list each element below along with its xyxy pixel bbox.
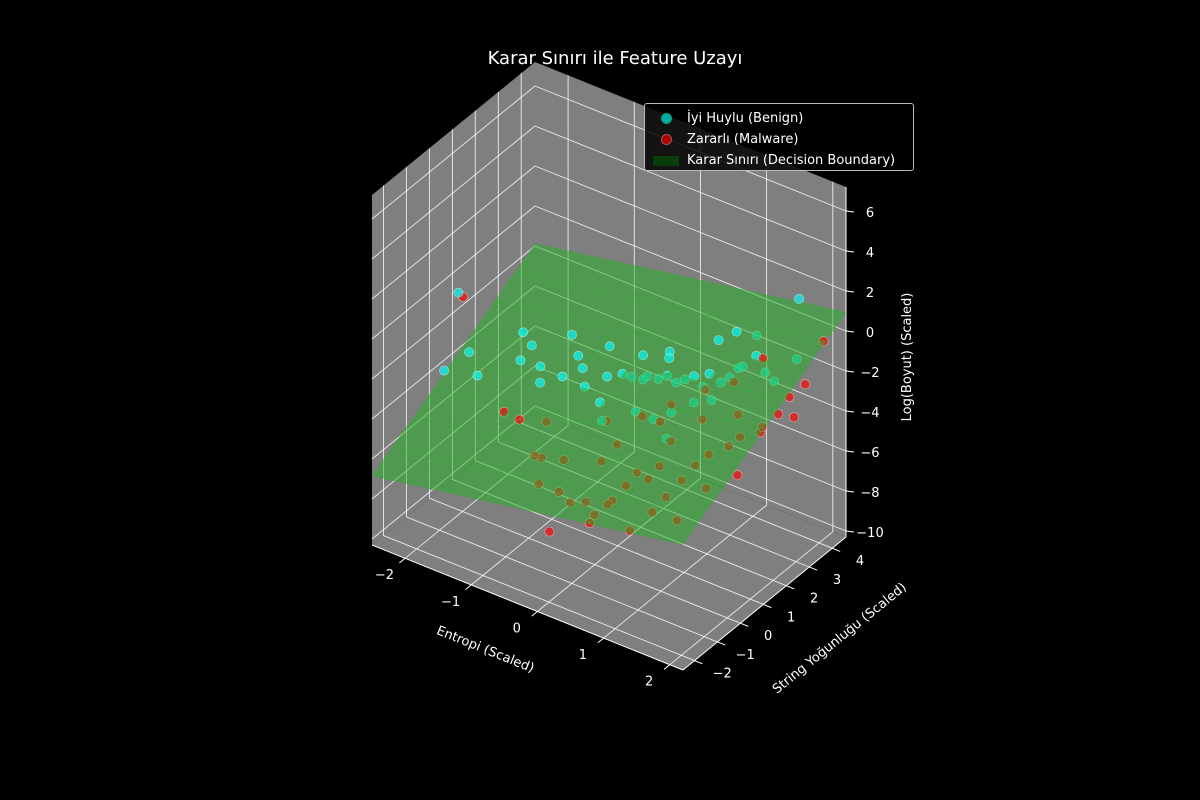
benign-point bbox=[604, 341, 615, 352]
y-tick-label: −1 bbox=[736, 648, 755, 663]
axis-line bbox=[371, 544, 684, 671]
z-tick-label: 4 bbox=[866, 246, 874, 261]
chart-title: Karar Sınırı ile Feature Uzayı bbox=[487, 48, 743, 69]
y-tick-mark bbox=[740, 622, 749, 627]
z-tick-label: −8 bbox=[860, 486, 879, 501]
malware-point bbox=[514, 414, 525, 425]
legend-item-boundary: Karar Sınırı (Decision Boundary) bbox=[645, 150, 913, 171]
z-tick-label: 6 bbox=[866, 206, 874, 221]
legend: İyi Huylu (Benign) Zararlı (Malware) Kar… bbox=[644, 103, 914, 171]
decision-boundary-patch bbox=[765, 332, 827, 371]
benign-point bbox=[713, 335, 724, 345]
chart-marks bbox=[371, 243, 847, 545]
y-tick-mark bbox=[717, 641, 726, 646]
x-tick-label: 0 bbox=[513, 621, 521, 636]
z-grid-line bbox=[371, 165, 847, 300]
benign-point bbox=[577, 363, 588, 374]
y-tick-mark bbox=[832, 547, 841, 552]
y-tick-label: 2 bbox=[810, 592, 818, 607]
z-tick-mark bbox=[845, 490, 855, 493]
decision-boundary-patch bbox=[643, 506, 704, 545]
benign-point bbox=[439, 365, 449, 376]
legend-malware-marker bbox=[660, 134, 672, 145]
x-tick-mark bbox=[663, 664, 671, 670]
malware-point bbox=[544, 526, 555, 537]
y-tick-mark bbox=[786, 585, 795, 590]
z-tick-mark bbox=[845, 210, 855, 213]
x-grid-line bbox=[603, 155, 768, 639]
malware-point bbox=[789, 412, 799, 423]
legend-boundary-label: Karar Sınırı (Decision Boundary) bbox=[687, 153, 896, 168]
benign-point bbox=[526, 340, 537, 351]
benign-point bbox=[794, 293, 804, 304]
z-tick-mark bbox=[845, 410, 855, 413]
malware-point bbox=[732, 470, 743, 481]
benign-point bbox=[638, 350, 648, 361]
z-tick-label: 0 bbox=[866, 326, 874, 341]
y-tick-mark bbox=[809, 566, 818, 571]
benign-point bbox=[573, 350, 584, 361]
x-tick-label: 1 bbox=[579, 648, 587, 663]
z-tick-mark bbox=[845, 250, 855, 253]
x-tick-label: −2 bbox=[375, 568, 394, 583]
z-tick-mark bbox=[845, 450, 855, 453]
x-tick-mark bbox=[531, 611, 538, 617]
z-axis-label: Log(Boyut) (Scaled) bbox=[900, 293, 915, 422]
x-tick-label: 2 bbox=[645, 675, 653, 690]
benign-point bbox=[515, 355, 526, 366]
x-axis-label: Entropi (Scaled) bbox=[434, 623, 536, 676]
benign-point bbox=[464, 347, 474, 357]
x-tick-mark bbox=[399, 557, 406, 564]
y-tick-mark bbox=[694, 660, 703, 665]
y-tick-label: 0 bbox=[764, 629, 772, 644]
z-tick-mark bbox=[845, 330, 855, 333]
z-tick-label: −6 bbox=[860, 446, 879, 461]
y-axis-label: String Yoğunluğu (Scaled) bbox=[770, 580, 910, 697]
axis-line bbox=[682, 536, 847, 671]
benign-point bbox=[602, 371, 612, 382]
y-tick-label: 1 bbox=[787, 610, 795, 625]
decision-boundary-patch bbox=[786, 303, 847, 342]
benign-point bbox=[664, 353, 675, 364]
x-grid-line bbox=[669, 181, 834, 666]
z-tick-label: 2 bbox=[866, 286, 874, 301]
z-grid-line bbox=[371, 125, 847, 260]
z-grid-line bbox=[371, 205, 847, 340]
legend-benign-label: İyi Huylu (Benign) bbox=[687, 111, 804, 126]
legend-benign-marker bbox=[660, 113, 672, 124]
y-tick-label: 4 bbox=[856, 554, 864, 569]
z-tick-mark bbox=[845, 530, 855, 533]
legend-boundary-marker bbox=[653, 155, 679, 166]
benign-point bbox=[731, 326, 742, 337]
x-tick-label: −1 bbox=[441, 595, 460, 610]
x-tick-mark bbox=[597, 637, 604, 644]
benign-point bbox=[518, 327, 528, 338]
benign-point bbox=[453, 287, 464, 298]
legend-item-malware: Zararlı (Malware) bbox=[645, 129, 913, 150]
x-tick-mark bbox=[465, 584, 472, 590]
legend-malware-label: Zararlı (Malware) bbox=[687, 132, 799, 147]
z-tick-label: −10 bbox=[856, 526, 883, 541]
malware-point bbox=[800, 379, 811, 390]
z-tick-mark bbox=[845, 290, 855, 293]
z-tick-label: −2 bbox=[860, 366, 879, 381]
benign-point bbox=[567, 329, 577, 340]
z-tick-label: −4 bbox=[860, 406, 879, 421]
benign-point bbox=[472, 370, 483, 381]
z-tick-mark bbox=[845, 370, 855, 373]
y-tick-mark bbox=[763, 603, 772, 609]
benign-point bbox=[535, 377, 545, 388]
legend-item-benign: İyi Huylu (Benign) bbox=[645, 108, 913, 129]
benign-point bbox=[535, 361, 546, 372]
benign-point bbox=[557, 371, 568, 382]
y-tick-label: 3 bbox=[833, 573, 841, 588]
y-grid-line bbox=[383, 185, 695, 662]
y-grid-line bbox=[405, 166, 718, 643]
y-tick-label: −2 bbox=[713, 667, 732, 682]
y-grid-line bbox=[428, 148, 741, 624]
